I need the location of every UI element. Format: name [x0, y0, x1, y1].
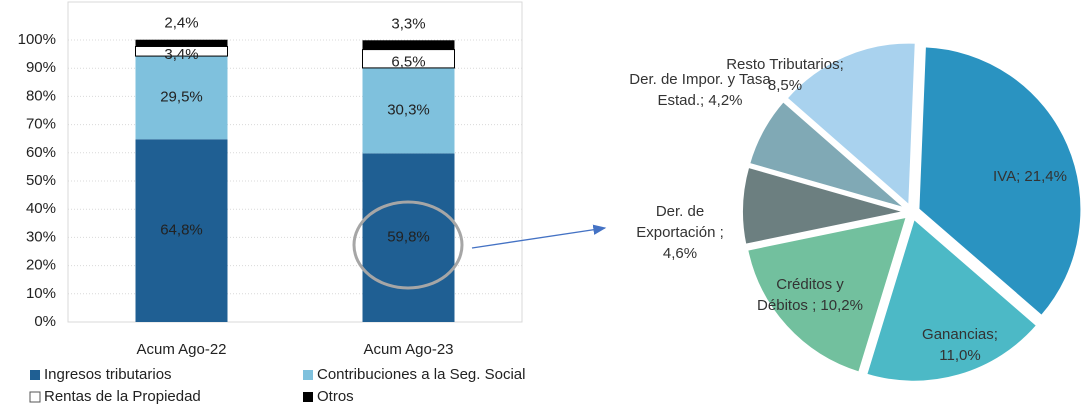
pie-label-box: IVA; 21,4%: [993, 167, 1067, 185]
pie-label-box: Der. de Exportación ; 4,6%: [636, 202, 724, 262]
bar-segment: [135, 139, 228, 322]
pie-label-box: Der. de Impor. y Tasa Estad.; 4,2%: [629, 71, 771, 109]
legend-swatch: [30, 370, 40, 380]
plot-frame: [67, 1, 523, 323]
data-label: 64,8%: [160, 222, 203, 239]
y-tick-label: 70%: [26, 116, 56, 133]
pie-label-box: Resto Tributarios; 8,5%: [726, 56, 844, 94]
legend-swatch: [303, 392, 313, 402]
data-label: 30,3%: [387, 102, 430, 119]
y-tick-label: 0%: [34, 313, 56, 330]
legend-swatch: [303, 370, 313, 380]
y-tick-label: 90%: [26, 59, 56, 76]
pie-slice: [741, 165, 906, 246]
data-label: 2,4%: [164, 15, 198, 32]
pie-label-box: Créditos y Débitos ; 10,2%: [757, 276, 863, 314]
y-tick-label: 30%: [26, 228, 56, 245]
pie-label: Der. de Impor. y Tasa Estad.; 4,2%: [629, 71, 771, 109]
y-tick-label: 50%: [26, 172, 56, 189]
legend-label: Otros: [317, 388, 354, 405]
data-label: 59,8%: [387, 229, 430, 246]
data-label: 29,5%: [160, 89, 203, 106]
y-tick-label: 60%: [26, 144, 56, 161]
y-tick-label: 20%: [26, 257, 56, 274]
highlight-circle: [352, 200, 464, 290]
pie-label: Créditos y Débitos ; 10,2%: [757, 276, 863, 314]
pie-slice: [864, 216, 1039, 383]
legend-label: Contribuciones a la Seg. Social: [317, 366, 525, 383]
x-tick-label: Acum Ago-22: [136, 341, 226, 358]
bar-segment: [135, 39, 228, 47]
pie-slice: [747, 99, 907, 210]
legend-swatch: [29, 391, 41, 403]
x-tick-label: Acum Ago-23: [363, 341, 453, 358]
y-tick-label: 10%: [26, 285, 56, 302]
pie-label: Resto Tributarios; 8,5%: [726, 56, 844, 94]
bar-segment: [362, 67, 455, 154]
pie-slice: [917, 45, 1083, 318]
pie-slice: [746, 215, 909, 374]
legend-label: Ingresos tributarios: [44, 366, 172, 383]
pie-label: Der. de Exportación ; 4,6%: [636, 202, 724, 262]
pie-label: Ganancias; 11,0%: [922, 326, 998, 364]
legend-label: Rentas de la Propiedad: [44, 388, 201, 405]
bar-segment: [362, 40, 455, 50]
bar-segment: [135, 56, 228, 140]
data-label: 3,4%: [164, 46, 198, 63]
pie-label-box: Ganancias; 11,0%: [922, 326, 998, 364]
pie-label: IVA; 21,4%: [993, 167, 1067, 185]
bar-segment: [362, 153, 455, 322]
data-label: 3,3%: [391, 15, 425, 32]
arrow: [471, 224, 607, 249]
y-tick-label: 100%: [18, 31, 56, 48]
data-label: 6,5%: [391, 54, 425, 71]
y-tick-label: 40%: [26, 200, 56, 217]
y-tick-label: 80%: [26, 87, 56, 104]
pie-slice: [785, 41, 917, 208]
